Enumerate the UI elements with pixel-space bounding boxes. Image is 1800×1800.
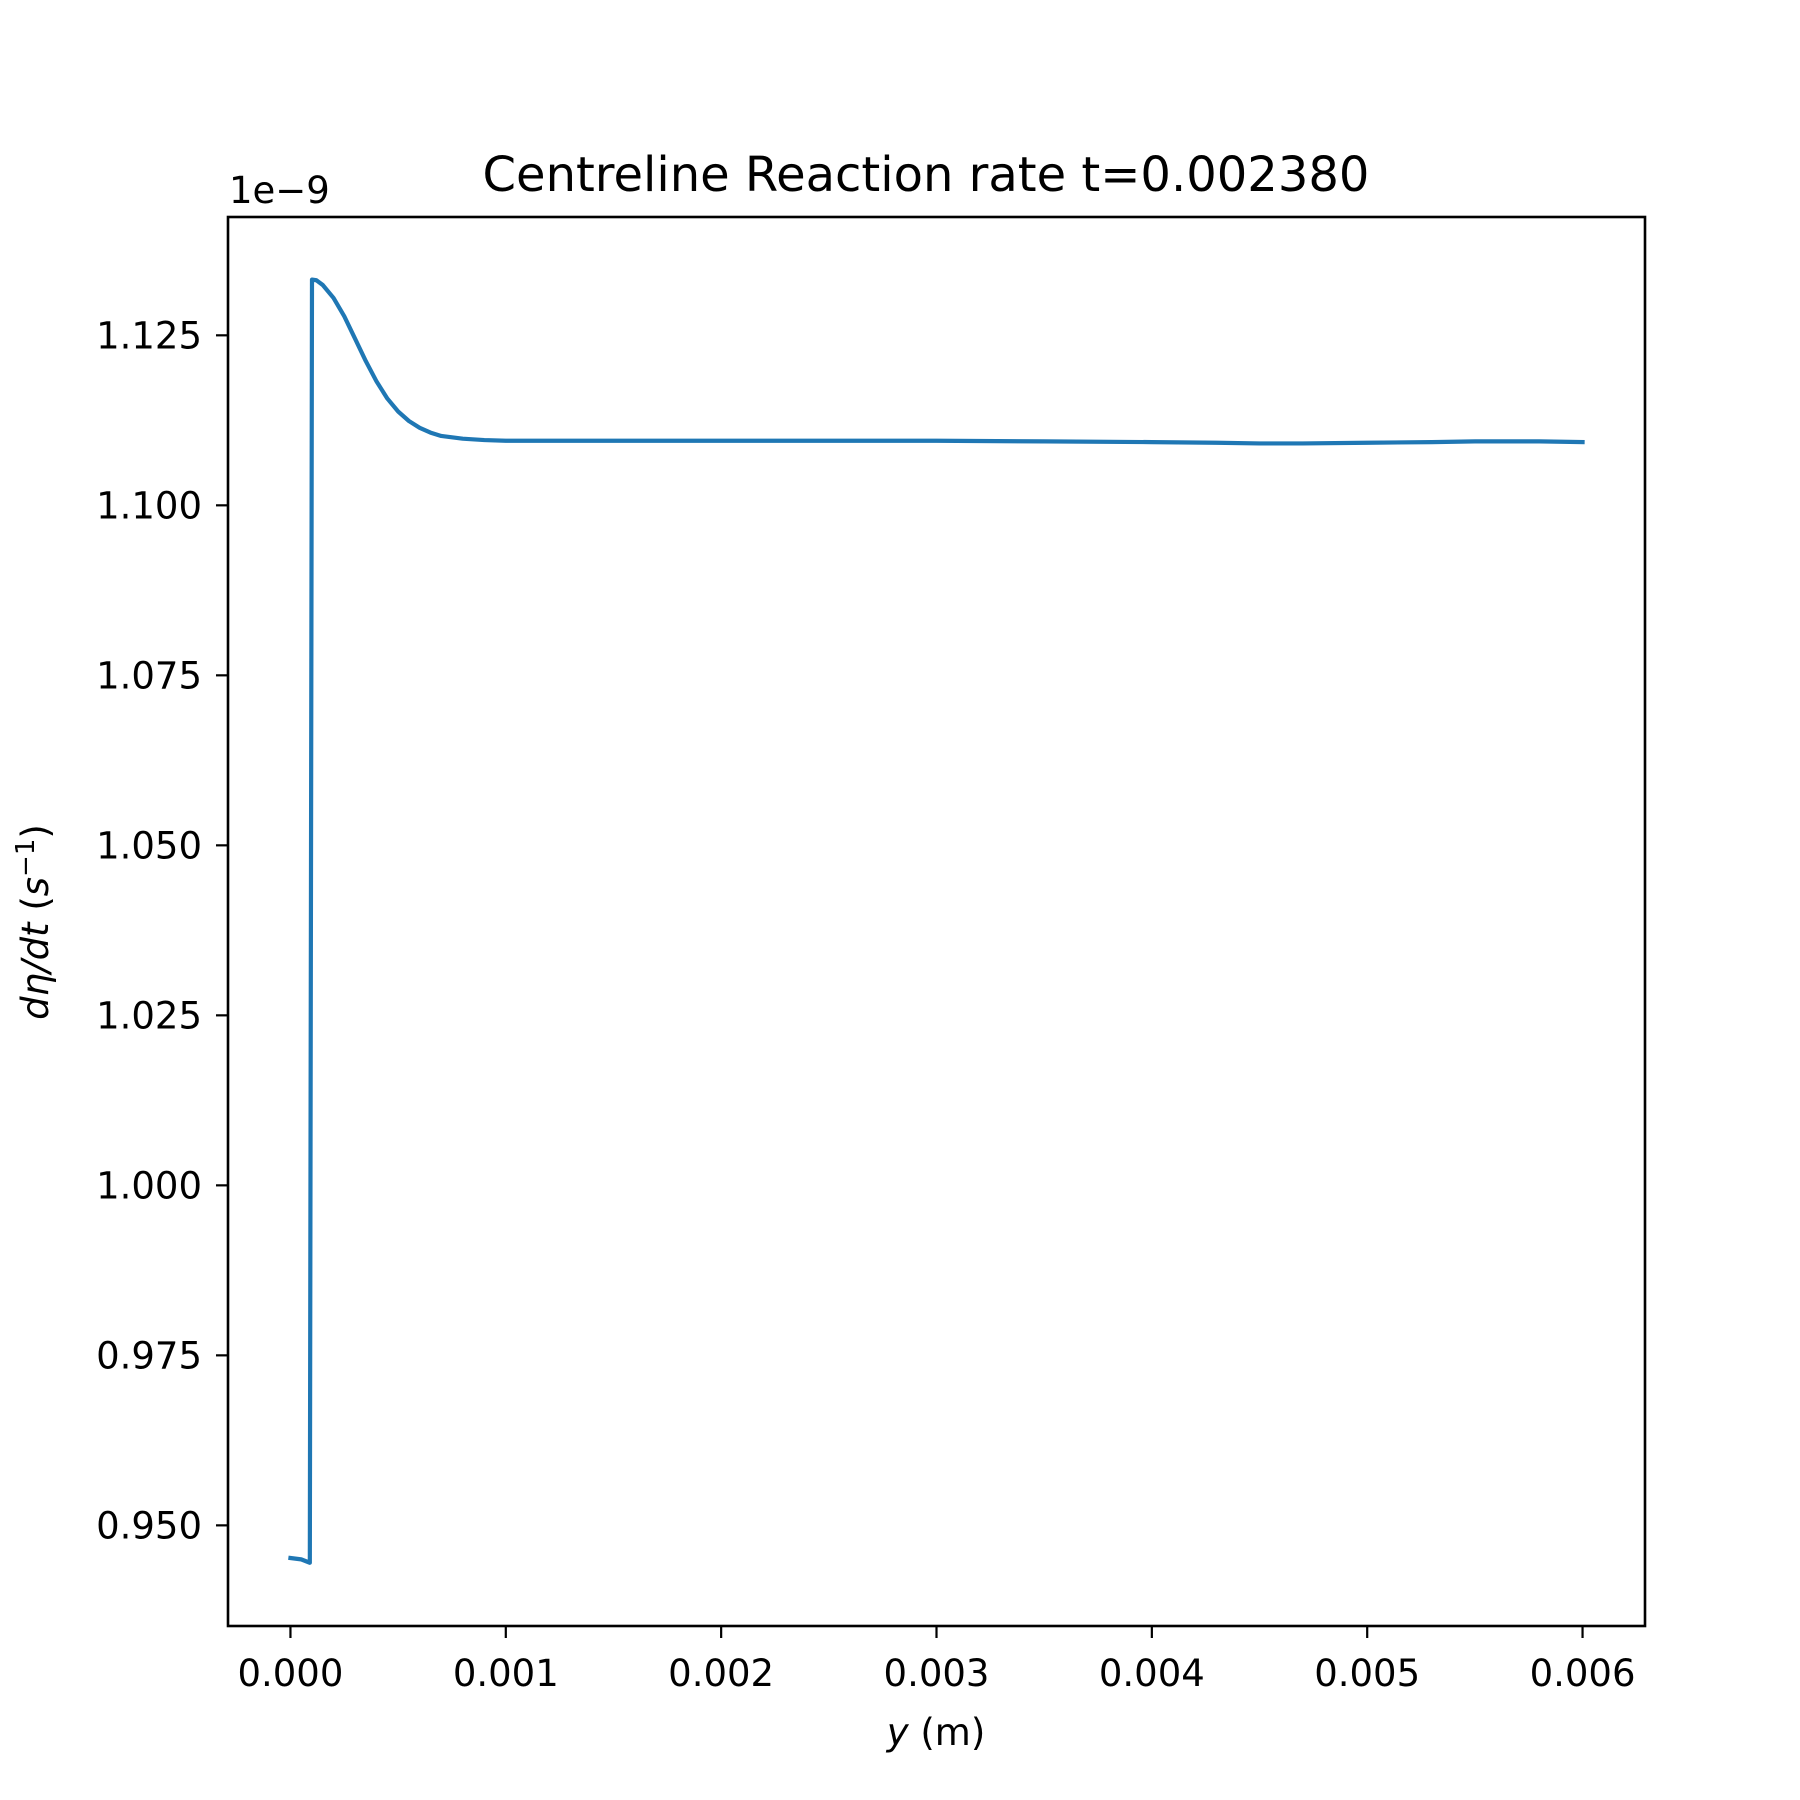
x-axis-ticks: 0.000 0.001 0.002 0.003 0.004 0.005 0.006 (237, 1626, 1636, 1695)
y-tick-label: 0.975 (96, 1334, 202, 1377)
y-axis-label-unit-base: s (14, 877, 57, 896)
plot-area (288, 277, 1585, 1565)
y-axis-label-quantity: dη/dt (14, 921, 57, 1020)
y-tick-label: 1.050 (96, 824, 202, 867)
y-axis-label-open-paren: ( (14, 896, 57, 922)
x-tick-label: 0.002 (668, 1652, 774, 1695)
x-axis-label-unit: (m) (909, 1711, 986, 1754)
series-line (288, 277, 1585, 1565)
x-tick-label: 0.004 (1099, 1652, 1205, 1695)
x-tick-label: 0.003 (884, 1652, 990, 1695)
x-tick-label: 0.006 (1530, 1652, 1636, 1695)
y-tick-label: 0.950 (96, 1504, 202, 1547)
x-axis-label: y (m) (886, 1711, 986, 1754)
y-tick-label: 1.100 (96, 484, 202, 527)
x-tick-label: 0.000 (237, 1652, 343, 1695)
x-tick-label: 0.005 (1314, 1652, 1420, 1695)
y-axis-label-close-paren: ) (14, 824, 57, 838)
y-axis-offset-text: 1e−9 (229, 169, 330, 212)
y-tick-label: 1.025 (96, 994, 202, 1037)
x-tick-label: 0.001 (453, 1652, 559, 1695)
y-axis-ticks: 0.950 0.975 1.000 1.025 1.050 1.075 1.100 1.125 (96, 314, 228, 1547)
y-axis-label: dη/dt (s−1) (11, 824, 57, 1020)
y-tick-label: 1.125 (96, 314, 202, 357)
chart-title: Centreline Reaction rate t=0.002380 (483, 147, 1370, 203)
x-axis-label-variable: y (886, 1711, 910, 1754)
y-tick-label: 1.000 (96, 1164, 202, 1207)
y-tick-label: 1.075 (96, 654, 202, 697)
y-axis-label-unit-exponent: −1 (11, 839, 41, 877)
